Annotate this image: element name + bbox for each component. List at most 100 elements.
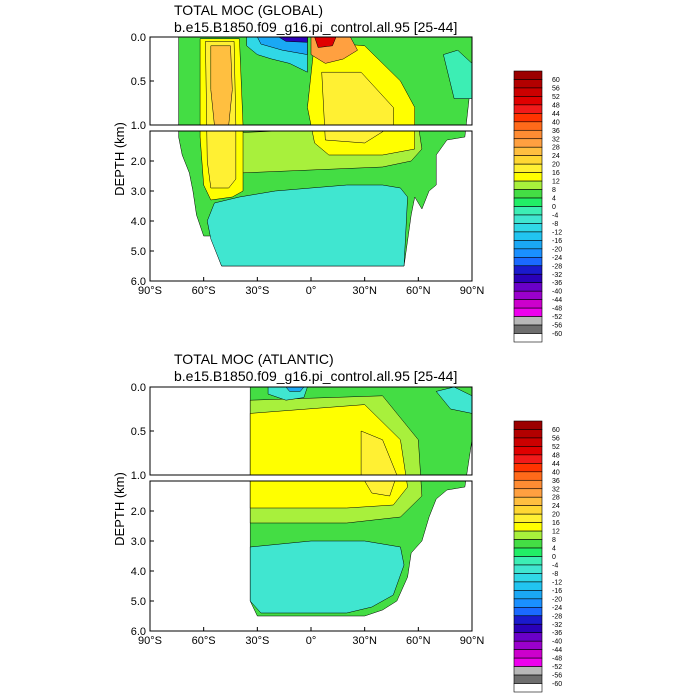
colorbar-swatch	[513, 649, 543, 659]
colorbar-swatch	[513, 231, 543, 241]
colorbar-label: -16	[552, 238, 562, 245]
colorbar-swatch	[513, 282, 543, 292]
colorbar-label: 56	[552, 435, 560, 442]
atlantic-x-tick-label: 30°S	[245, 635, 269, 647]
colorbar-swatch	[513, 581, 543, 591]
colorbar-label: 16	[552, 520, 560, 527]
colorbar-swatch	[513, 96, 543, 106]
colorbar-swatch	[513, 471, 543, 481]
global-x-tick-label: 30°N	[352, 285, 377, 297]
colorbar-label: -8	[552, 221, 558, 228]
colorbar-swatch	[513, 172, 543, 182]
colorbar-swatch	[513, 307, 543, 317]
atlantic-y-tick-label: 2.0	[131, 506, 146, 518]
colorbar-label: -52	[552, 664, 562, 671]
colorbar-swatch	[513, 104, 543, 114]
global-x-tick-label: 90°S	[138, 285, 162, 297]
atlantic-x-tick-label: 90°S	[138, 635, 162, 647]
colorbar-label: 8	[552, 187, 556, 194]
colorbar-swatch	[513, 197, 543, 207]
colorbar-label: 32	[552, 136, 560, 143]
colorbar-swatch	[513, 248, 543, 258]
colorbar-swatch	[513, 240, 543, 250]
colorbar-swatch	[513, 607, 543, 617]
colorbar-swatch	[513, 223, 543, 233]
colorbar-label: -28	[552, 613, 562, 620]
global-title: TOTAL MOC (GLOBAL)	[174, 2, 324, 18]
colorbar-label: -16	[552, 588, 562, 595]
atlantic-title: TOTAL MOC (ATLANTIC)	[174, 351, 334, 367]
colorbar-label: 44	[552, 111, 560, 118]
colorbar-label: -36	[552, 630, 562, 637]
colorbar-swatch	[513, 155, 543, 165]
atlantic-x-tick-label: 30°N	[352, 635, 377, 647]
colorbar-swatch	[513, 437, 543, 447]
colorbar-swatch	[513, 290, 543, 300]
colorbar-swatch	[513, 556, 543, 566]
atlantic-y-tick-label: 4.0	[131, 566, 146, 578]
atlantic-y-tick-label: 0.5	[131, 426, 146, 438]
colorbar-swatch	[513, 632, 543, 642]
global-y-tick-label: 5.0	[131, 246, 146, 258]
colorbar-label: 36	[552, 478, 560, 485]
colorbar-swatch	[513, 522, 543, 532]
colorbar-swatch	[513, 273, 543, 284]
global-subtitle: b.e15.B1850.f09_g16.pi_control.all.95 [2…	[174, 19, 458, 35]
colorbar-swatch	[513, 79, 543, 89]
global-abyssal-cell	[206, 184, 408, 267]
colorbar-swatch	[513, 573, 543, 583]
colorbar-swatch	[513, 446, 543, 456]
colorbar-label: 60	[552, 427, 560, 434]
global-x-tick-label: 30°S	[245, 285, 269, 297]
colorbar-label: -12	[552, 579, 562, 586]
colorbar-swatch	[513, 214, 543, 224]
colorbar-label: 16	[552, 170, 560, 177]
colorbar-label: -40	[552, 639, 562, 646]
atlantic-y-tick-label: 1.0	[131, 470, 146, 482]
colorbar-label: -60	[552, 331, 562, 338]
colorbar-label: -12	[552, 229, 562, 236]
colorbar-label: 24	[552, 153, 560, 160]
global-ylabel: DEPTH (km)	[112, 122, 127, 196]
colorbar-swatch	[513, 257, 543, 267]
atlantic-colorbar: 60565248444036322824201612840-4-8-12-16-…	[513, 420, 562, 693]
global-y-tick-label: 0.0	[131, 32, 146, 44]
colorbar-label: 12	[552, 179, 560, 186]
global-y-tick-label: 1.0	[131, 120, 146, 132]
colorbar-swatch	[513, 180, 543, 190]
atlantic-x-tick-label: 0°	[306, 635, 317, 647]
colorbar-label: 36	[552, 128, 560, 135]
colorbar-swatch	[513, 564, 543, 574]
atlantic-panel: 0.0 0.5 1.0 2.0 3.0 4.0 5.0 6.090°S 60°S 30°S 0° 30…	[112, 382, 562, 693]
colorbar-swatch	[513, 547, 543, 557]
colorbar-swatch	[513, 496, 543, 506]
global-x-tick-label: 0°	[306, 285, 317, 297]
colorbar-swatch	[513, 324, 543, 334]
colorbar-label: -4	[552, 212, 558, 219]
colorbar-label: 28	[552, 495, 560, 502]
colorbar-label: 20	[552, 512, 560, 519]
colorbar-swatch	[513, 299, 543, 309]
colorbar-label: 12	[552, 529, 560, 536]
colorbar-label: 40	[552, 119, 560, 126]
colorbar-swatch	[513, 666, 543, 676]
colorbar-label: 0	[552, 204, 556, 211]
colorbar-label: 4	[552, 196, 556, 203]
colorbar-label: 28	[552, 145, 560, 152]
colorbar-swatch	[513, 488, 543, 498]
colorbar-swatch	[513, 420, 543, 430]
colorbar-label: 48	[552, 452, 560, 459]
colorbar-label: 32	[552, 486, 560, 493]
atlantic-high-latitude-cell	[435, 387, 472, 414]
colorbar-label: -24	[552, 605, 562, 612]
colorbar-label: 48	[552, 102, 560, 109]
colorbar-swatch	[513, 113, 543, 123]
colorbar-swatch	[513, 454, 543, 464]
atlantic-y-tick-label: 0.0	[131, 382, 146, 394]
colorbar-swatch	[513, 316, 543, 326]
colorbar-label: 56	[552, 85, 560, 92]
colorbar-swatch	[513, 87, 543, 97]
global-x-tick-label: 60°S	[192, 285, 216, 297]
colorbar-label: 8	[552, 537, 556, 544]
